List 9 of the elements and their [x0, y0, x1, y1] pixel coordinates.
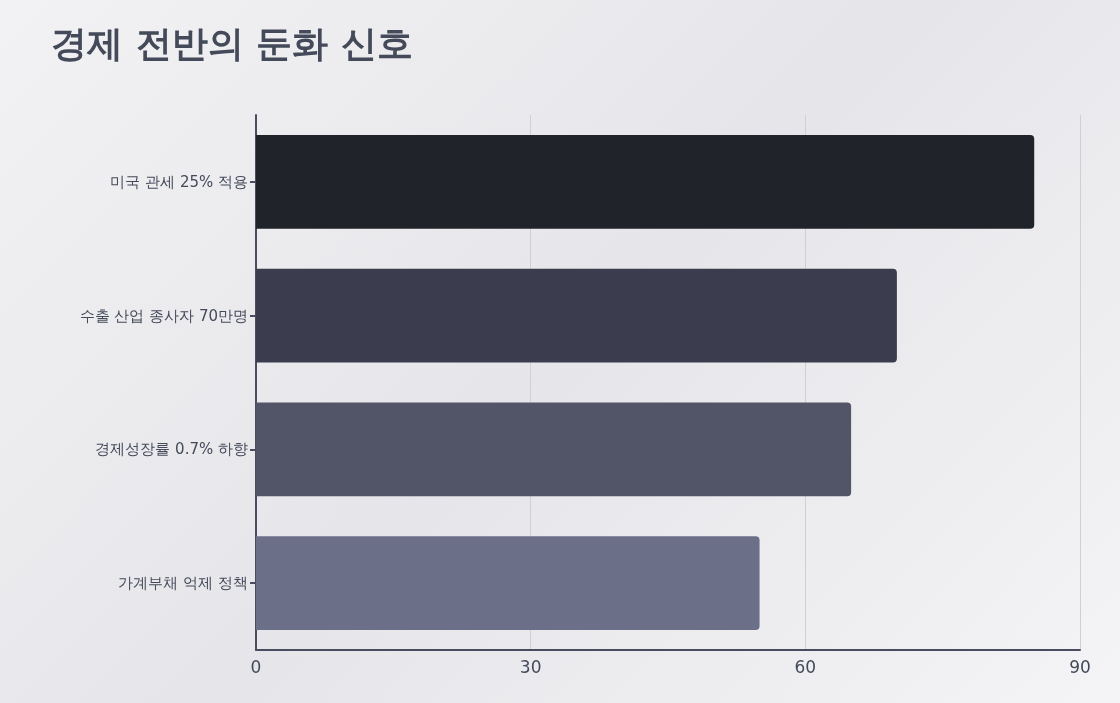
y-tick-label: 가계부채 억제 정책	[118, 574, 248, 593]
chart-title: 경제 전반의 둔화 신호	[51, 22, 413, 64]
x-tick-label: 90	[1069, 656, 1091, 677]
x-tick-label: 30	[519, 656, 542, 677]
x-tick-label: 60	[794, 656, 817, 677]
y-tick-label: 미국 관세 25% 적용	[110, 172, 248, 191]
x-tick-label: 0	[250, 656, 262, 677]
y-tick-label: 수출 산업 종사자 70만명	[79, 306, 248, 325]
y-tick-label: 경제성장률 0.7% 하향	[95, 440, 248, 459]
